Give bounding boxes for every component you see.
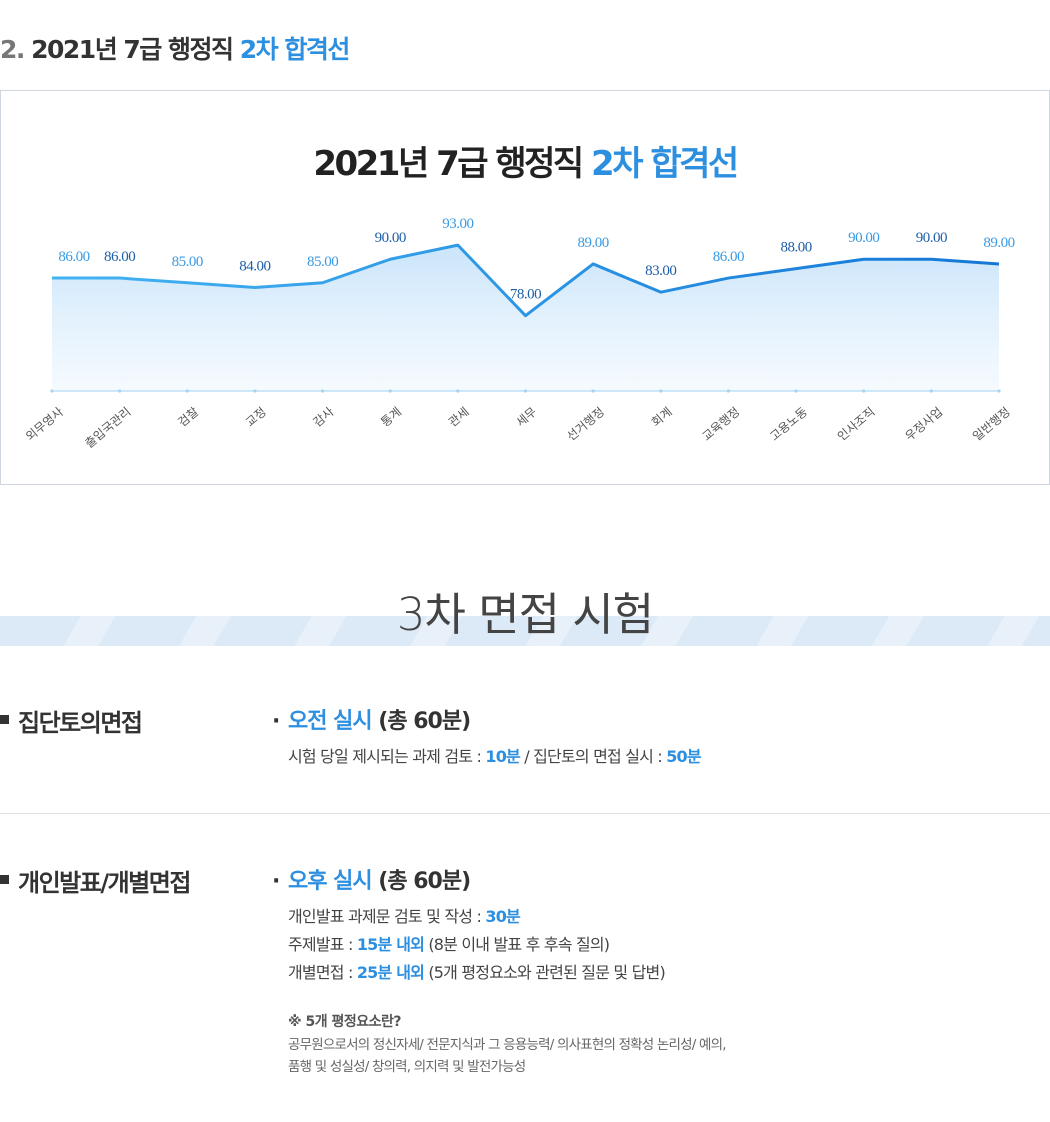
x-axis-tick	[523, 389, 528, 393]
section-heading-text: 2021년 7급 행정직	[31, 35, 234, 64]
category-tick-label: 일반행정	[969, 404, 1012, 444]
category-tick-label: 외무영사	[23, 405, 66, 444]
category-tick-label: 출입국관리	[82, 405, 133, 451]
detail-value: 10분	[485, 747, 520, 766]
detail-value: 50분	[666, 747, 701, 766]
group-interview-head: · 오전 실시 (총 60분)	[272, 703, 471, 735]
row-divider	[0, 813, 1050, 814]
category-tick-label: 교육행정	[699, 404, 742, 444]
pass-line-chart: 86.00 86.00 85.00 84.00 85.00 90.00 93.00 78.00…	[23, 216, 1015, 451]
x-axis-tick	[929, 389, 933, 393]
category-tick-label: 고용노동	[767, 405, 810, 444]
data-label: 78.00	[510, 287, 541, 303]
category-tick-label: 통계	[378, 405, 404, 430]
chart-area-fill	[52, 245, 999, 391]
x-axis-tick	[456, 389, 460, 393]
interview-title: 3차 면접 시험	[396, 588, 654, 641]
data-label: 83.00	[645, 263, 676, 279]
category-tick-label: 인사조직	[835, 405, 878, 444]
x-axis-tick	[659, 389, 663, 393]
category-tick-label: 우정사업	[902, 405, 945, 444]
detail-text: 주제발표 :	[288, 935, 357, 954]
detail-text: 개별면접 :	[288, 963, 357, 982]
data-label: 90.00	[848, 230, 879, 246]
data-label: 85.00	[172, 254, 203, 270]
category-tick-label: 교정	[243, 405, 269, 430]
bullet-dot: ·	[272, 869, 280, 894]
chart-series-line	[52, 243, 1000, 318]
x-axis-tick	[185, 389, 189, 393]
individual-detail-line: 개별면접 : 25분 내외 (5개 평정요소와 관련된 질문 및 답변)	[288, 959, 666, 983]
section-number: 2.	[0, 35, 25, 64]
x-axis-tick	[591, 389, 595, 393]
data-label: 86.00	[58, 249, 89, 265]
individual-detail-line: 주제발표 : 15분 내외 (8분 이내 발표 후 후속 질의)	[288, 931, 610, 955]
chart-title: 2021년 7급 행정직 2차 합격선	[1, 136, 1049, 185]
x-axis-tick	[794, 389, 798, 393]
detail-text: / 집단토의 면접 실시 :	[519, 747, 667, 766]
title-stripe-band	[0, 616, 1050, 646]
bullet-dot: ·	[272, 709, 280, 734]
group-interview-label: 집단토의면접	[0, 703, 143, 738]
individual-interview-time: 오후 실시	[288, 869, 373, 894]
detail-value: 30분	[485, 907, 520, 926]
category-tick-label: 선거행정	[564, 404, 607, 444]
category-tick-label: 관세	[446, 405, 472, 430]
x-axis-tick	[997, 389, 1001, 393]
chart-title-text: 2021년 7급 행정직	[313, 144, 584, 184]
category-tick-label: 검찰	[175, 405, 201, 430]
group-interview-detail: 시험 당일 제시되는 과제 검토 : 10분 / 집단토의 면접 실시 : 50…	[288, 743, 702, 767]
data-label: 89.00	[983, 235, 1014, 251]
pass-line-chart-panel: 2021년 7급 행정직 2차 합격선 86.00 86.00 85.00 84.00…	[0, 90, 1050, 485]
x-axis-tick	[320, 389, 325, 393]
evaluation-note-line: 공무원으로서의 정신자세/ 전문지식과 그 응용능력/ 의사표현의 정확성 논리…	[288, 1037, 727, 1053]
chart-title-accent: 2차 합격선	[591, 144, 739, 184]
category-tick-label: 감사	[311, 405, 337, 430]
detail-text: (8분 이내 발표 후 후속 질의)	[424, 935, 610, 954]
data-label: 90.00	[375, 230, 406, 246]
data-label: 84.00	[239, 258, 270, 274]
data-label: 90.00	[916, 230, 947, 246]
detail-value: 15분 내외	[356, 935, 425, 954]
data-label: 85.00	[307, 254, 338, 270]
individual-interview-duration: (총 60분)	[378, 869, 471, 894]
evaluation-note-line: 품행 및 성실성/ 창의력, 의지력 및 발전가능성	[288, 1059, 526, 1075]
detail-text: 시험 당일 제시되는 과제 검토 :	[288, 747, 486, 766]
x-axis-tick	[118, 389, 122, 393]
group-interview-time: 오전 실시	[288, 709, 373, 734]
individual-interview-head: · 오후 실시 (총 60분)	[272, 863, 471, 895]
data-label: 93.00	[442, 216, 473, 232]
data-label: 89.00	[578, 235, 609, 251]
detail-text: (5개 평정요소와 관련된 질문 및 답변)	[424, 963, 665, 982]
category-tick-label: 회계	[649, 405, 675, 430]
section-heading: 2. 2021년 7급 행정직 2차 합격선	[0, 30, 351, 66]
x-axis-tick	[726, 389, 731, 393]
category-tick-label: 세무	[514, 405, 540, 430]
detail-value: 25분 내외	[356, 963, 425, 982]
x-axis-tick	[388, 389, 392, 393]
section-heading-accent: 2차 합격선	[239, 35, 351, 64]
detail-text: 개인발표 과제문 검토 및 작성 :	[288, 907, 486, 926]
individual-detail-line: 개인발표 과제문 검토 및 작성 : 30분	[288, 903, 521, 927]
x-axis-tick	[253, 389, 257, 393]
individual-interview-label: 개인발표/개별면접	[0, 863, 191, 898]
x-axis-tick	[50, 389, 54, 393]
evaluation-note-title: ※ 5개 평정요소란?	[288, 1014, 402, 1030]
data-label: 86.00	[713, 249, 744, 265]
data-label: 86.00	[104, 249, 135, 265]
data-label: 88.00	[780, 240, 811, 256]
x-axis-tick	[862, 389, 866, 393]
group-interview-duration: (총 60분)	[378, 709, 471, 734]
